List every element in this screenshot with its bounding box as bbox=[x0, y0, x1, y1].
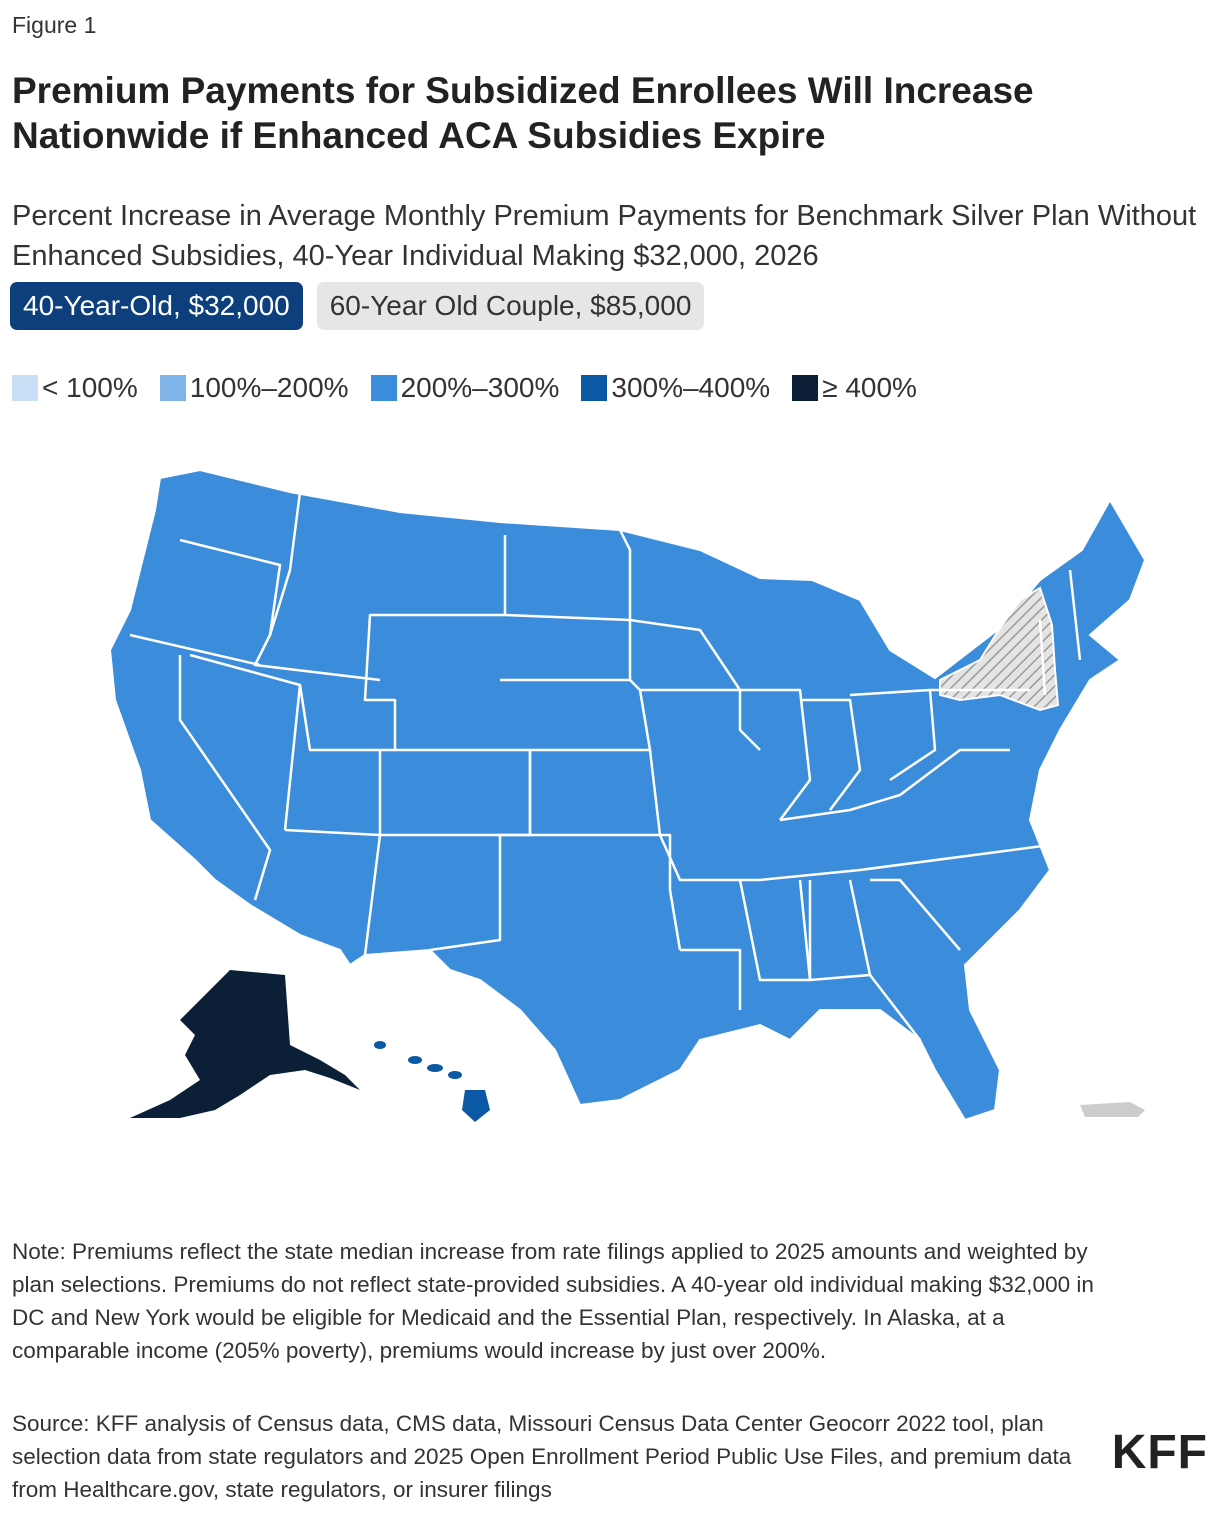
scenario-tabs: 40-Year-Old, $32,000 60-Year Old Couple,… bbox=[10, 282, 705, 330]
legend-swatch bbox=[12, 375, 38, 401]
legend-item-100-200: 100%–200% bbox=[159, 372, 349, 404]
us-map bbox=[108, 468, 1147, 1122]
legend-label: 300%–400% bbox=[611, 372, 771, 403]
hawaii-islands bbox=[374, 1041, 490, 1122]
chart-title: Premium Payments for Subsidized Enrollee… bbox=[12, 70, 1034, 156]
legend-item-over-400: ≥ 400% bbox=[792, 372, 917, 404]
legend-item-under-100: < 100% bbox=[12, 372, 138, 404]
legend: < 100% 100%–200% 200%–300% 300%–400% ≥ 4… bbox=[12, 372, 917, 404]
legend-swatch bbox=[370, 375, 397, 401]
legend-swatch bbox=[159, 375, 186, 401]
legend-label: ≥ 400% bbox=[822, 372, 917, 403]
figure-label: Figure 1 bbox=[12, 12, 97, 38]
legend-swatch bbox=[581, 375, 608, 401]
legend-label: 100%–200% bbox=[189, 372, 349, 403]
kff-logo: KFF bbox=[1111, 1426, 1208, 1479]
tab-60-year-old-couple[interactable]: 60-Year Old Couple, $85,000 bbox=[316, 282, 705, 330]
legend-swatch bbox=[792, 375, 819, 401]
note-text: Note: Premiums reflect the state median … bbox=[12, 1239, 1094, 1363]
chart-subtitle: Percent Increase in Average Monthly Prem… bbox=[12, 200, 1197, 272]
legend-label: 200%–300% bbox=[400, 372, 560, 403]
state-borders bbox=[129, 491, 1082, 1041]
source-text: Source: KFF analysis of Census data, CMS… bbox=[12, 1411, 1072, 1502]
legend-label: < 100% bbox=[42, 372, 138, 403]
puerto-rico-shape bbox=[1080, 1102, 1145, 1117]
tab-40-year-old[interactable]: 40-Year-Old, $32,000 bbox=[10, 282, 303, 330]
legend-item-200-300: 200%–300% bbox=[370, 372, 560, 404]
new-york-hatched bbox=[939, 586, 1060, 712]
legend-item-300-400: 300%–400% bbox=[581, 372, 770, 404]
alaska-shape bbox=[130, 970, 360, 1118]
